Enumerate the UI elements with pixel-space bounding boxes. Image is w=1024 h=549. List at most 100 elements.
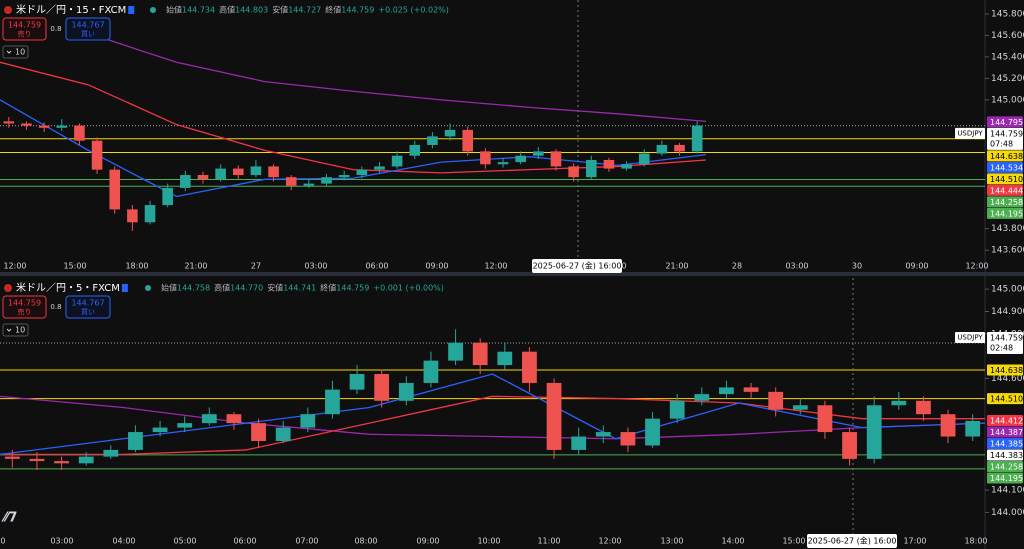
time-label: 18:00 — [964, 537, 987, 546]
time-label: 28 — [732, 262, 742, 271]
candle-body — [374, 374, 390, 401]
ohlc-value: 144.803 — [235, 6, 268, 15]
candle-body — [444, 129, 456, 137]
time-label: 17:00 — [903, 537, 926, 546]
price-tag — [987, 173, 1023, 185]
price-tick-label: 144.900 — [991, 307, 1024, 317]
time-label: 15:00 — [63, 262, 86, 271]
sell-box — [2, 17, 47, 41]
sell-price: 144.759 — [8, 21, 41, 30]
chevron — [6, 50, 12, 54]
candle-body — [645, 418, 660, 446]
candle-body — [792, 405, 808, 410]
candle-body — [4, 456, 20, 459]
status-dot — [145, 285, 151, 291]
price-tick-label: 145.000 — [991, 285, 1024, 295]
price-tag-label: 144.638 — [990, 152, 1023, 161]
price-tag — [987, 116, 1023, 128]
candle-body — [398, 382, 414, 401]
price-tick-label: 143.600 — [991, 246, 1024, 256]
ohlc-label: 終値 — [320, 283, 336, 293]
candle-body — [54, 461, 69, 464]
candle-body — [356, 169, 368, 176]
price-tag — [987, 460, 1023, 472]
candle-body — [91, 140, 103, 170]
time-label: 04:00 — [112, 537, 135, 546]
ohlc-label: 高値 — [219, 5, 235, 15]
candle-body — [817, 405, 833, 433]
candle-body — [719, 387, 734, 395]
indicator-toggle[interactable]: 10 — [2, 45, 29, 59]
price-tag-label: 144.195 — [990, 474, 1023, 483]
cursor-time-box — [532, 259, 622, 273]
time-label: 08:00 — [354, 537, 377, 546]
candle-body — [29, 458, 45, 462]
candle-body — [226, 414, 242, 424]
symbol-tag-box — [955, 331, 985, 343]
ohlc-label: 終値 — [325, 5, 341, 15]
ohlc-label: 始値 — [161, 283, 177, 293]
candle-body — [109, 169, 121, 210]
price-tag-label: 144.638 — [990, 366, 1023, 375]
candle-body — [38, 125, 50, 128]
price-tag-label: 144.795 — [990, 118, 1023, 127]
candle-body — [232, 168, 244, 176]
buy-box — [65, 295, 111, 319]
indicator-count: 10 — [15, 326, 25, 335]
ohlc-value: 144.759 — [336, 284, 369, 293]
price-tag — [987, 196, 1023, 208]
ohlc-label: 安値 — [267, 283, 283, 293]
buy-label: 買い — [81, 308, 95, 316]
price-tag — [987, 426, 1023, 438]
price-tag-label: 144.385 — [990, 439, 1023, 448]
candle-body — [180, 175, 191, 188]
plot-area — [0, 0, 985, 262]
price-tag-label: 144.195 — [990, 209, 1023, 218]
candle-body — [916, 400, 931, 415]
indicator-toggle[interactable]: 10 — [2, 323, 29, 337]
time-label: 0 — [621, 262, 626, 271]
ohlc-value: 144.770 — [230, 284, 263, 293]
bookmark-icon — [121, 284, 128, 292]
time-label: 02:00 — [0, 537, 6, 546]
bookmark-icon — [128, 6, 135, 14]
sell-label: 売り — [18, 29, 32, 38]
candle-body — [215, 168, 226, 180]
current-price-box — [987, 331, 1023, 354]
ohlc-label: 安値 — [272, 5, 288, 15]
price-tag-label: 144.534 — [990, 163, 1023, 172]
price-tag — [987, 184, 1023, 196]
time-label: 03:00 — [50, 537, 73, 546]
candle-body — [177, 423, 193, 428]
symbol-tag-box — [955, 127, 985, 139]
candle-body — [497, 162, 509, 165]
candle-body — [965, 420, 981, 437]
candle-body — [480, 151, 491, 165]
flag-icon — [4, 6, 12, 14]
ohlc-label: 始値 — [166, 5, 182, 15]
price-tag-label: 144.258 — [990, 198, 1023, 207]
candle-body — [250, 166, 262, 176]
candle-body — [285, 177, 297, 186]
time-label: 12:00 — [965, 262, 988, 271]
logo: ⁄⁄7 — [1, 511, 17, 526]
candle-body — [374, 166, 385, 170]
sell-label: 売り — [18, 307, 32, 316]
candle-body — [197, 175, 209, 180]
candle-body — [74, 125, 85, 141]
time-label: 06:00 — [365, 262, 388, 271]
candle-body — [152, 427, 168, 433]
price-tick-label: 145.200 — [991, 74, 1024, 84]
candle-body — [268, 166, 279, 178]
candle-body — [21, 123, 32, 126]
countdown: 02:48 — [990, 343, 1013, 352]
current-price-box — [987, 127, 1023, 150]
price-tag — [987, 161, 1023, 173]
buy-price: 144.767 — [71, 21, 104, 30]
time-label: 03:00 — [785, 262, 808, 271]
indicator-count: 10 — [15, 48, 25, 57]
